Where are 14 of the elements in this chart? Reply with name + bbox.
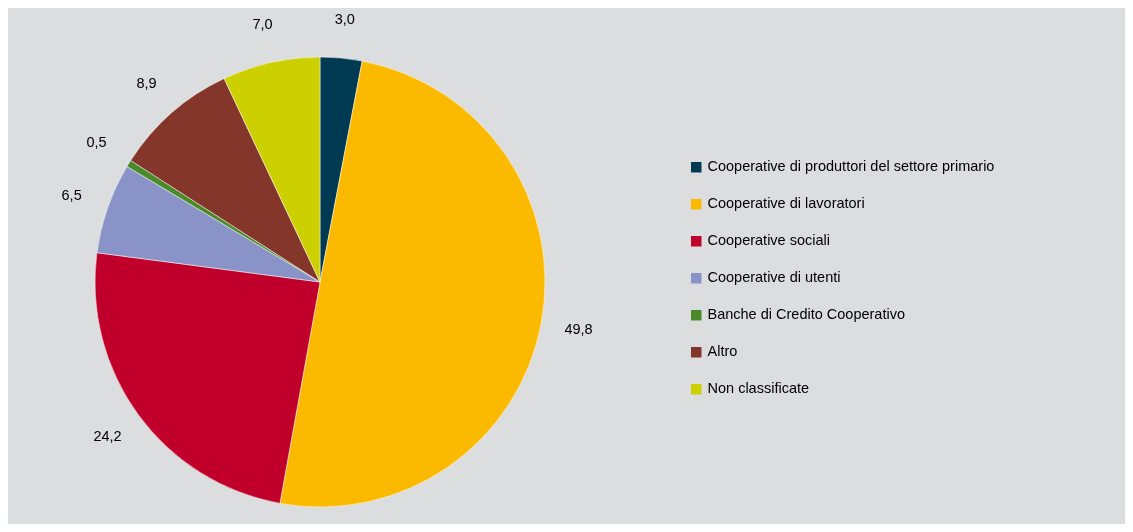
legend-label: Banche di Credito Cooperativo xyxy=(707,306,905,323)
legend-label: Altro xyxy=(707,343,738,360)
legend-label: Non classificate xyxy=(707,380,810,397)
data-label: 7,0 xyxy=(252,16,273,33)
data-label: 3,0 xyxy=(334,11,355,28)
data-label: 6,5 xyxy=(61,186,82,203)
legend-label: Cooperative sociali xyxy=(707,232,831,249)
data-label: 0,5 xyxy=(86,134,107,151)
legend-label: Cooperative di produttori del settore primario xyxy=(707,158,995,175)
legend-label: Cooperative di utenti xyxy=(707,269,841,286)
data-label: 49,8 xyxy=(564,321,593,338)
data-label: 8,9 xyxy=(136,75,157,92)
legend-label: Cooperative di lavoratori xyxy=(707,195,865,212)
data-label: 24,2 xyxy=(93,428,122,445)
